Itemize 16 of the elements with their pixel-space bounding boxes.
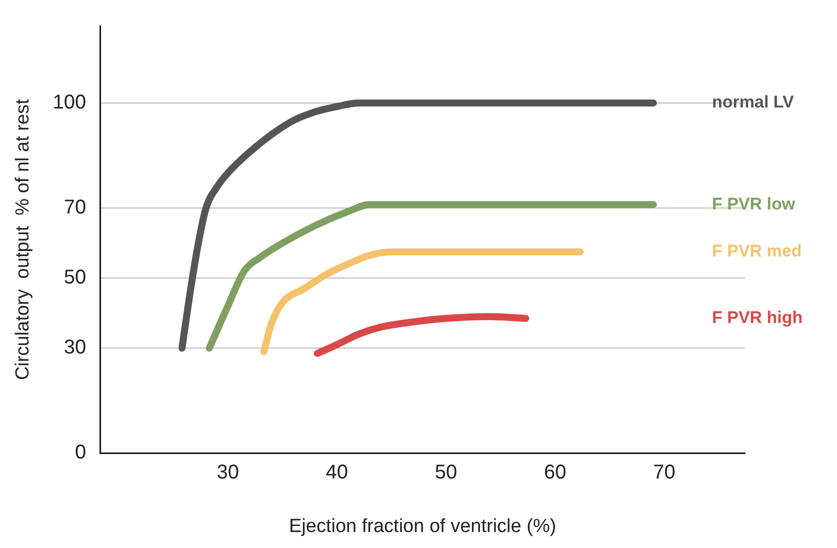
text: normal LV [712,92,795,112]
x-tick-label: 50 [434,462,458,484]
text: F PVR high [712,308,803,328]
x-tick-label: 30 [216,462,239,484]
x-tick-label: 40 [326,462,348,484]
x-tick-label: 60 [544,462,566,484]
y-tick-label: 100 [52,92,86,114]
text: F PVR low [712,194,796,214]
text: F PVR med [712,242,802,261]
x-tick-label: 70 [653,462,676,484]
x-axis-title: Ejection fraction of ventricle (%) [289,516,556,537]
y-tick-label: 70 [64,196,86,219]
y-tick-label: 0 [75,442,86,464]
y-tick-label: 50 [64,266,86,289]
y-axis-title: Circulatory output % of nl at rest [12,98,34,380]
y-tick-label: 30 [64,336,86,359]
